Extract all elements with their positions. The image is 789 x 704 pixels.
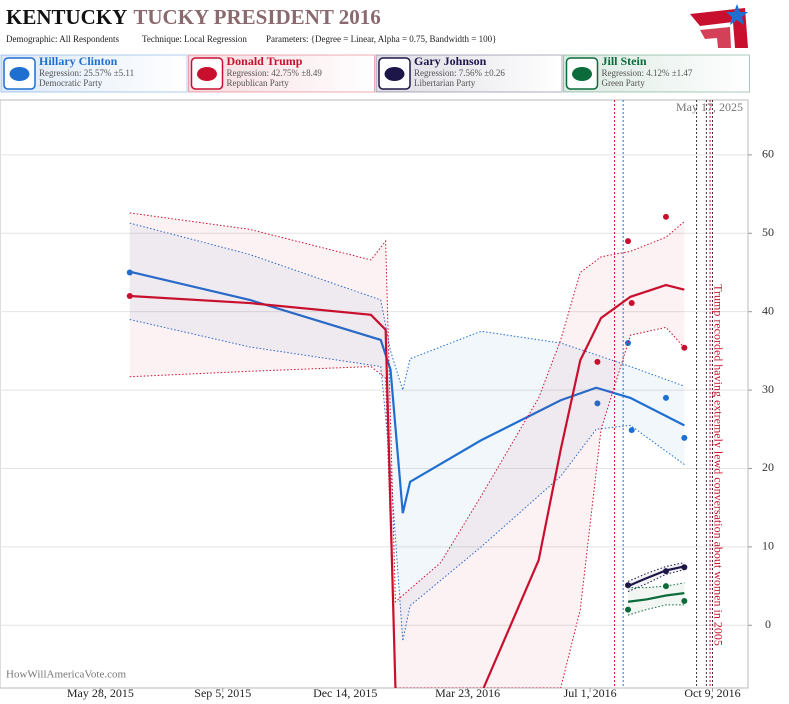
poll-dot — [594, 358, 601, 365]
subtitle: Demographic: All Respondents — [6, 34, 119, 44]
x-tick-label: Mar 23, 2016 — [435, 686, 500, 700]
poll-dot — [662, 568, 669, 575]
y-tick-label: 60 — [762, 147, 774, 161]
x-tick-label: Oct 9, 2016 — [684, 686, 740, 700]
poll-dot — [628, 300, 635, 307]
trend-line — [129, 283, 685, 688]
legend-party: Libertarian Party — [414, 78, 476, 88]
legend-name: Donald Trump — [227, 54, 303, 68]
poll-dot — [625, 582, 632, 589]
annotation: Trump recorded having extremely lewd con… — [711, 284, 725, 646]
legend-regression: Regression: 4.12% ±1.47 — [602, 68, 693, 78]
logo — [690, 4, 748, 48]
legend-icon-shape — [384, 67, 405, 81]
y-tick-label: 50 — [762, 225, 774, 239]
legend-name: Hillary Clinton — [39, 54, 118, 68]
x-tick-label: Dec 14, 2015 — [313, 686, 377, 700]
poll-dot — [662, 394, 669, 401]
x-tick-label: May 28, 2015 — [67, 686, 134, 700]
legend-regression: Regression: 25.57% ±5.11 — [39, 68, 134, 78]
plot — [126, 100, 713, 688]
poll-dot — [625, 340, 632, 347]
poll-dot — [662, 213, 669, 220]
legend-icon-shape — [572, 67, 592, 81]
band-edge — [628, 582, 685, 589]
x-tick-label: Sep 5, 2015 — [194, 686, 251, 700]
legend-regression: Regression: 42.75% ±8.49 — [227, 68, 323, 78]
x-tick-label: Jul 1, 2016 — [564, 686, 617, 700]
trend-line — [627, 565, 685, 588]
poll-dot — [681, 344, 688, 351]
plot-frame — [0, 99, 749, 689]
legend-party: Democratic Party — [39, 78, 103, 88]
poll-dot — [126, 293, 133, 299]
subtitle: Technique: Local Regression — [142, 34, 247, 44]
poll-dot — [681, 597, 688, 604]
band-edge — [129, 319, 685, 642]
trend-line — [627, 592, 685, 603]
confidence-band — [129, 212, 685, 688]
poll-dot — [594, 400, 601, 407]
title-bold: KENTUCKY — [6, 5, 127, 29]
legend-party: Republican Party — [227, 78, 290, 88]
y-tick-label: 20 — [762, 460, 774, 474]
poll-dot — [625, 238, 632, 245]
poll-dot — [628, 427, 635, 434]
y-tick-label: 30 — [762, 382, 774, 396]
legend-icon-shape — [197, 67, 217, 81]
poll-dot — [662, 583, 669, 590]
y-tick-label: 0 — [765, 617, 771, 631]
legend-regression: Regression: 7.56% ±0.26 — [414, 68, 505, 78]
band-edge — [129, 212, 685, 603]
date-label: May 17, 2025 — [676, 100, 743, 114]
trend-line — [129, 270, 685, 514]
legend-icon-shape — [9, 67, 30, 81]
subtitle: Parameters: {Degree = Linear, Alpha = 0.… — [266, 34, 496, 44]
poll-dot — [681, 564, 688, 571]
band-edge — [627, 604, 685, 616]
title: KENTUCKY TUCKY PRESIDENT 2016 — [6, 5, 381, 29]
legend-name: Gary Johnson — [414, 54, 487, 68]
legend-name: Jill Stein — [602, 54, 647, 68]
confidence-band — [628, 582, 685, 616]
y-tick-label: 10 — [762, 539, 774, 553]
watermark: HowWillAmericaVote.com — [6, 669, 126, 681]
band-edge — [627, 562, 685, 582]
title-rest: TUCKY PRESIDENT 2016 — [133, 5, 380, 29]
poll-dot — [625, 606, 632, 613]
legend-party: Green Party — [602, 78, 646, 88]
poll-dot — [126, 269, 133, 276]
y-tick-label: 40 — [762, 303, 774, 317]
confidence-band — [129, 223, 685, 641]
poll-dot — [681, 434, 688, 441]
